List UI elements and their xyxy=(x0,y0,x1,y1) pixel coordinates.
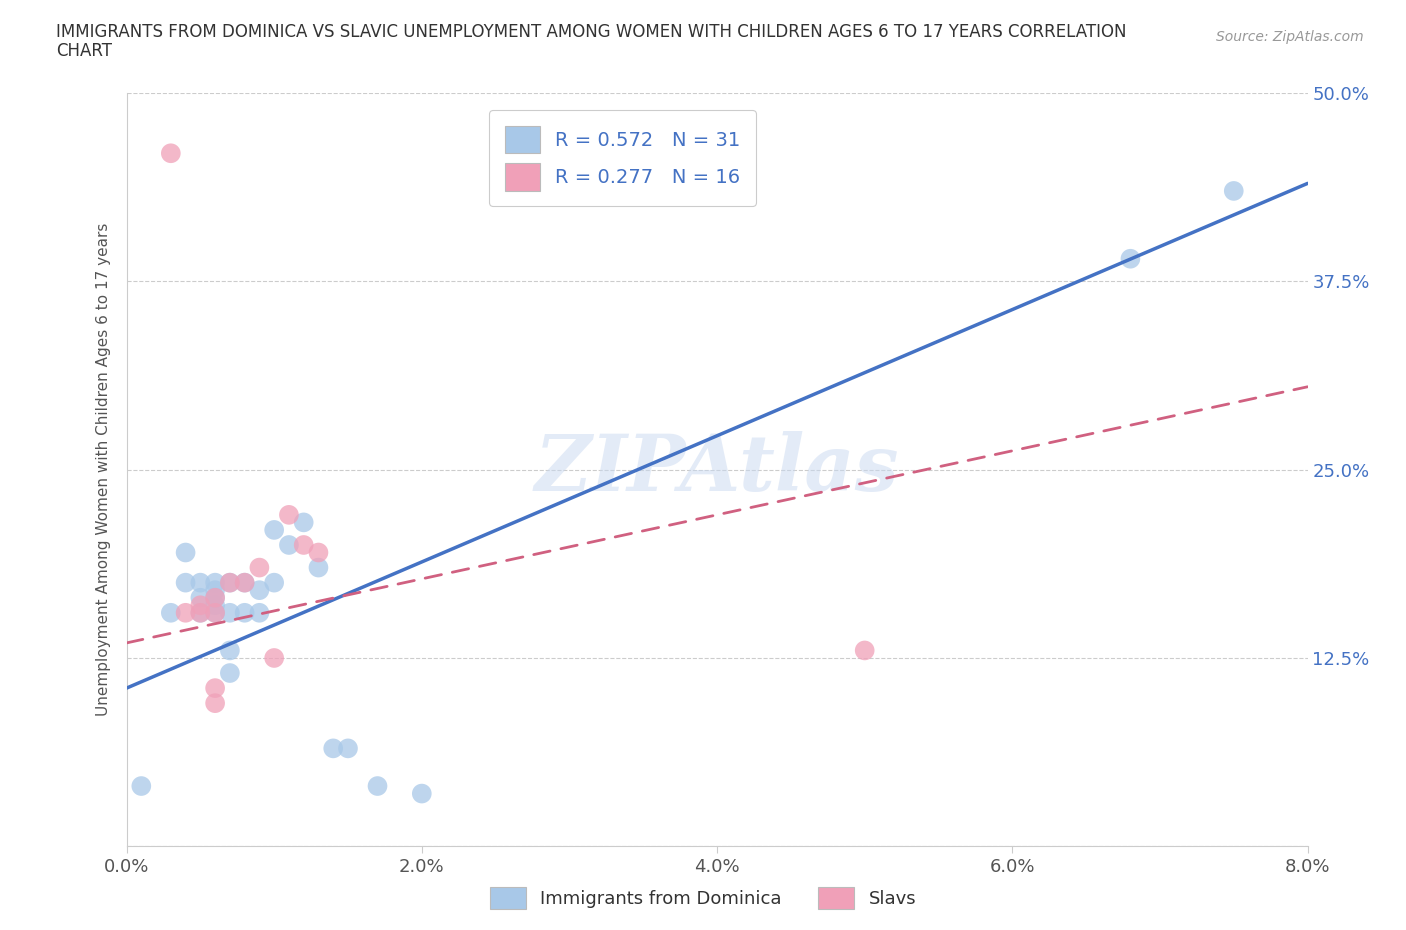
Point xyxy=(249,583,271,598)
Point xyxy=(337,741,360,756)
Point xyxy=(233,575,256,591)
Point xyxy=(188,605,212,620)
Point xyxy=(292,538,315,552)
Point xyxy=(278,508,301,523)
Point xyxy=(411,786,433,801)
Point xyxy=(233,605,256,620)
Point xyxy=(263,575,285,591)
Point xyxy=(204,591,226,605)
Point xyxy=(204,583,226,598)
Point xyxy=(367,778,389,793)
Text: CHART: CHART xyxy=(56,42,112,60)
Point xyxy=(249,560,271,575)
Point xyxy=(174,545,197,560)
Point xyxy=(292,515,315,530)
Point xyxy=(188,605,212,620)
Point xyxy=(307,560,329,575)
Point xyxy=(219,575,242,591)
Point xyxy=(219,605,242,620)
Point xyxy=(174,575,197,591)
Point xyxy=(853,643,876,658)
Point xyxy=(278,538,301,552)
Point xyxy=(188,598,212,613)
Point xyxy=(204,605,226,620)
Legend: R = 0.572   N = 31, R = 0.277   N = 16: R = 0.572 N = 31, R = 0.277 N = 16 xyxy=(489,111,756,206)
Point xyxy=(219,575,242,591)
Point xyxy=(249,605,271,620)
Point xyxy=(204,681,226,696)
Point xyxy=(263,651,285,666)
Point xyxy=(174,605,197,620)
Point xyxy=(160,605,183,620)
Point xyxy=(219,643,242,658)
Point xyxy=(1223,183,1246,198)
Point xyxy=(263,523,285,538)
Point xyxy=(322,741,344,756)
Point xyxy=(233,575,256,591)
Point xyxy=(219,666,242,681)
Y-axis label: Unemployment Among Women with Children Ages 6 to 17 years: Unemployment Among Women with Children A… xyxy=(96,223,111,716)
Point xyxy=(129,778,153,793)
Point xyxy=(204,605,226,620)
Point xyxy=(204,591,226,605)
Point xyxy=(307,545,329,560)
Legend: Immigrants from Dominica, Slavs: Immigrants from Dominica, Slavs xyxy=(482,880,924,916)
Point xyxy=(188,591,212,605)
Text: IMMIGRANTS FROM DOMINICA VS SLAVIC UNEMPLOYMENT AMONG WOMEN WITH CHILDREN AGES 6: IMMIGRANTS FROM DOMINICA VS SLAVIC UNEMP… xyxy=(56,23,1126,41)
Text: ZIPAtlas: ZIPAtlas xyxy=(534,432,900,508)
Point xyxy=(160,146,183,161)
Point xyxy=(204,575,226,591)
Point xyxy=(188,575,212,591)
Point xyxy=(1119,251,1142,266)
Point xyxy=(204,598,226,613)
Point xyxy=(204,696,226,711)
Text: Source: ZipAtlas.com: Source: ZipAtlas.com xyxy=(1216,30,1364,44)
